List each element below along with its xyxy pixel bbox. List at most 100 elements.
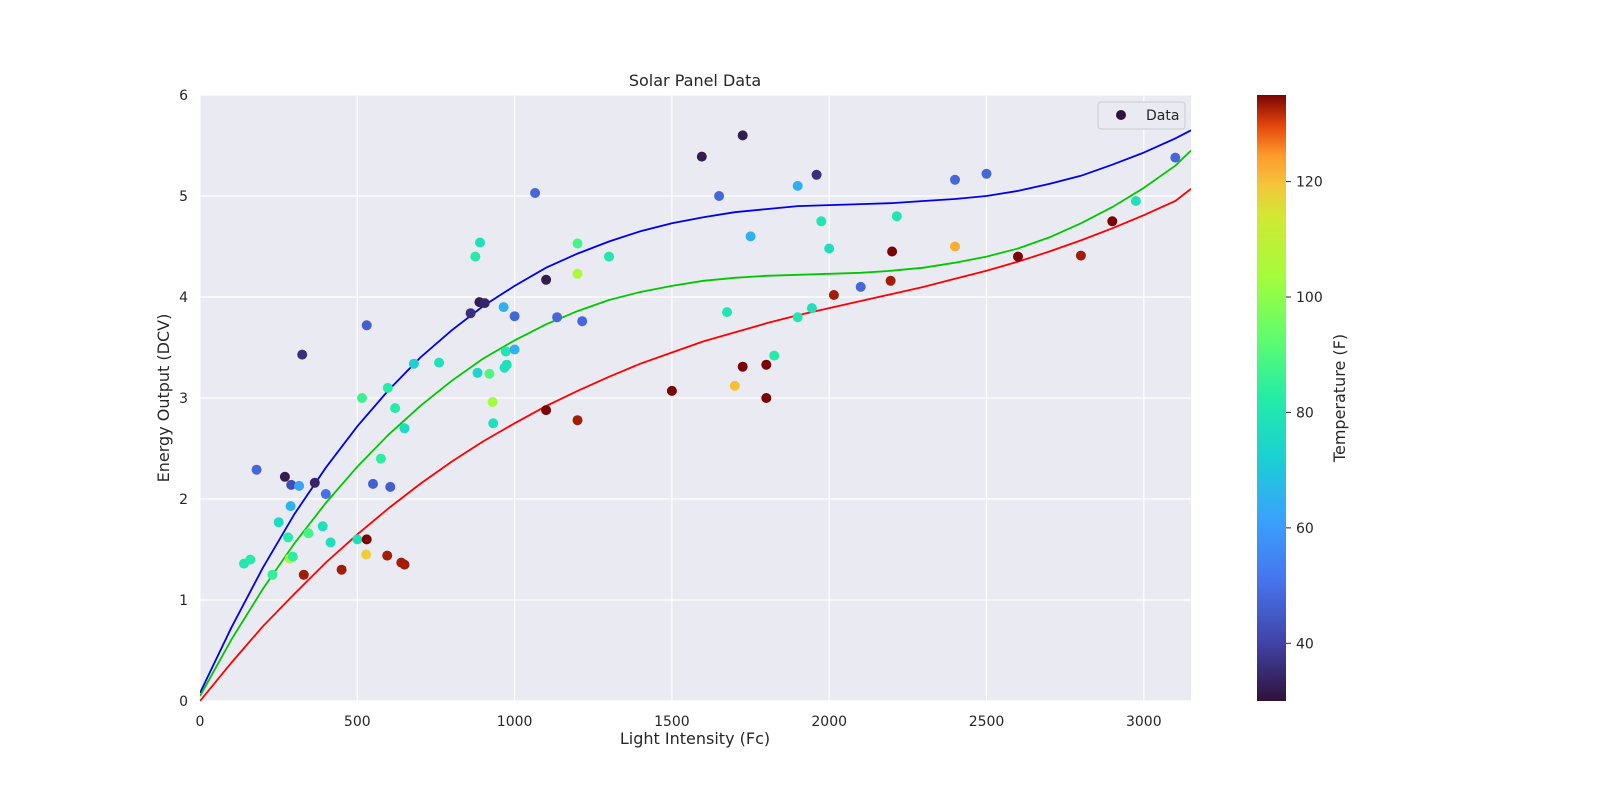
data-point	[273, 517, 284, 528]
data-point	[1075, 250, 1086, 261]
data-point	[729, 380, 740, 391]
data-point	[479, 298, 490, 309]
data-point	[298, 569, 309, 580]
data-point	[336, 564, 347, 575]
data-point	[572, 268, 583, 279]
x-tick-label: 2000	[811, 714, 847, 730]
data-point	[472, 367, 483, 378]
data-point	[950, 241, 960, 252]
data-point	[303, 528, 314, 539]
data-point	[1130, 196, 1141, 206]
legend: Data	[1097, 101, 1186, 130]
data-point	[357, 393, 367, 403]
x-tick-label: 3000	[1126, 714, 1162, 730]
data-point	[498, 302, 509, 313]
data-point	[1170, 152, 1181, 163]
data-point	[500, 346, 511, 357]
legend-marker	[1116, 110, 1126, 120]
legend-box	[1097, 101, 1186, 130]
data-point	[761, 393, 772, 403]
data-point	[285, 501, 296, 512]
data-point	[399, 559, 410, 570]
data-point	[309, 477, 320, 488]
x-tick-label: 0	[196, 714, 205, 730]
data-point	[811, 169, 822, 180]
data-point	[297, 349, 308, 360]
curve-upper	[200, 129, 1191, 694]
x-tick-label: 500	[344, 714, 371, 730]
data-point	[488, 418, 499, 429]
data-point	[828, 290, 839, 300]
data-point	[399, 423, 410, 434]
data-point	[487, 397, 498, 407]
data-point	[501, 359, 512, 370]
colorbar-tick-label: 80	[1296, 405, 1314, 421]
data-point	[885, 275, 896, 286]
data-point	[1013, 251, 1023, 262]
data-point	[737, 361, 748, 372]
colorbar-label: Temperature (F)	[1330, 334, 1349, 463]
x-tick-label: 1000	[497, 714, 533, 730]
scatter-points	[239, 130, 1181, 580]
data-point	[891, 211, 902, 222]
data-point	[530, 188, 541, 198]
data-point	[855, 281, 866, 292]
data-point	[294, 480, 305, 491]
data-point	[382, 550, 393, 561]
data-point	[552, 312, 563, 323]
data-point	[375, 453, 386, 464]
data-point	[761, 359, 772, 370]
x-tick-label: 2500	[969, 714, 1005, 730]
data-point	[792, 312, 803, 323]
y-tick-label: 1	[179, 593, 188, 609]
y-tick-label: 3	[179, 391, 188, 407]
data-point	[279, 471, 290, 482]
y-tick-label: 0	[179, 694, 188, 710]
data-point	[385, 481, 396, 492]
data-point	[361, 549, 372, 560]
x-axis-ticks: 0 500 1000 1500 2000 2500 3000	[196, 714, 1162, 730]
data-point	[666, 385, 677, 396]
data-point	[434, 357, 445, 368]
data-point	[509, 344, 520, 355]
chart-title: Solar Panel Data	[629, 71, 761, 90]
data-point	[816, 216, 827, 227]
data-point	[806, 303, 817, 314]
data-point	[981, 168, 992, 179]
y-tick-label: 5	[179, 189, 188, 205]
data-point	[541, 274, 552, 285]
x-axis-label: Light Intensity (Fc)	[620, 729, 770, 748]
colorbar-gradient	[1257, 95, 1286, 701]
colorbar: 40 60 80 100 120 Temperature (F)	[1257, 95, 1349, 701]
data-point	[352, 534, 363, 545]
data-point	[484, 368, 495, 379]
colorbar-tick-label: 120	[1296, 175, 1323, 191]
y-tick-label: 6	[179, 88, 188, 104]
y-axis-label: Energy Output (DCV)	[154, 314, 173, 483]
data-point	[887, 246, 898, 257]
data-point	[287, 551, 298, 562]
data-point	[541, 405, 552, 416]
data-point	[325, 537, 336, 548]
data-point	[604, 251, 614, 262]
data-point	[251, 464, 262, 475]
curve-lower	[200, 188, 1191, 701]
data-point	[361, 534, 372, 545]
data-point	[737, 130, 748, 141]
data-point	[320, 489, 331, 499]
data-point	[390, 403, 401, 414]
colorbar-ticks: 40 60 80 100 120	[1286, 175, 1323, 652]
curve-middle	[200, 149, 1191, 697]
data-point	[245, 554, 256, 565]
data-point	[286, 479, 297, 490]
data-point	[267, 569, 278, 580]
data-point	[1107, 216, 1118, 227]
data-point	[465, 308, 476, 319]
data-point	[714, 191, 725, 201]
data-point	[824, 243, 835, 254]
data-point	[950, 174, 960, 185]
data-point	[382, 382, 393, 393]
data-point	[572, 415, 583, 426]
y-tick-label: 2	[179, 492, 188, 508]
